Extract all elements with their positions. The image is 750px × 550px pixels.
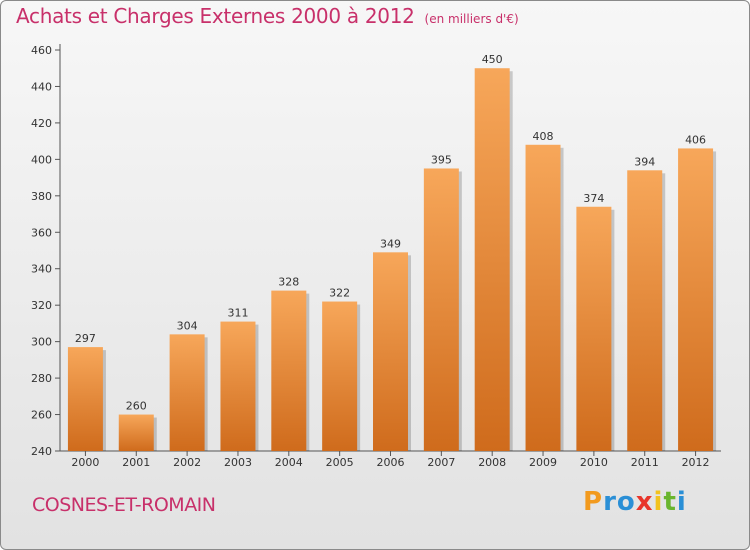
- bar-2006: [373, 252, 408, 451]
- y-tick-label: 460: [31, 44, 52, 57]
- logo-letter: o: [616, 487, 636, 517]
- logo-letter: t: [663, 487, 677, 517]
- x-tick-label: 2001: [122, 456, 150, 469]
- data-label: 395: [431, 153, 452, 166]
- x-tick-label: 2011: [631, 456, 659, 469]
- y-tick-label: 420: [31, 117, 52, 130]
- data-label: 406: [685, 133, 706, 146]
- x-tick-label: 2000: [71, 456, 99, 469]
- bar-2003: [220, 321, 256, 451]
- bar-2000: [67, 347, 103, 451]
- logo-letter: r: [603, 487, 617, 517]
- bar-2004: [271, 290, 307, 451]
- y-tick-label: 400: [31, 153, 52, 166]
- data-label: 311: [227, 307, 248, 320]
- x-tick-label: 2002: [173, 456, 201, 469]
- x-tick-label: 2008: [478, 456, 506, 469]
- bar-2007: [423, 168, 459, 451]
- bar-2011: [627, 170, 663, 452]
- x-tick-label: 2005: [326, 456, 354, 469]
- bar-2005: [322, 301, 358, 451]
- x-tick-label: 2004: [275, 456, 303, 469]
- x-tick-label: 2010: [580, 456, 608, 469]
- data-label: 304: [177, 319, 198, 332]
- bar-2008: [474, 68, 510, 452]
- x-tick-label: 2007: [427, 456, 455, 469]
- logo-letter: i: [676, 487, 687, 517]
- y-tick-label: 340: [31, 263, 52, 276]
- data-label: 394: [634, 155, 655, 168]
- data-label: 322: [329, 287, 350, 300]
- x-tick-label: 2012: [682, 456, 710, 469]
- y-tick-label: 240: [31, 445, 52, 458]
- plot-area: 240 260 280 300 320 340 360 380 400 420 440 460 297 2…: [31, 44, 721, 469]
- y-tick-label: 320: [31, 299, 52, 312]
- x-tick-label: 2009: [529, 456, 557, 469]
- data-label: 328: [278, 276, 299, 289]
- x-tick-label: 2006: [377, 456, 405, 469]
- bar-2009: [525, 144, 561, 452]
- data-label: 374: [583, 192, 604, 205]
- logo-letter: P: [583, 487, 604, 517]
- unit-label: (en milliers d'€): [424, 12, 519, 26]
- y-tick-label: 260: [31, 409, 52, 422]
- y-tick-label: 380: [31, 190, 52, 203]
- y-tick-label: 280: [31, 372, 52, 385]
- data-label: 450: [482, 53, 503, 66]
- data-label: 349: [380, 237, 401, 250]
- logo-letter: i: [653, 487, 664, 517]
- bar-2010: [576, 206, 612, 451]
- bar-2002: [169, 334, 205, 451]
- x-tick-label: 2003: [224, 456, 252, 469]
- data-label: 297: [75, 332, 96, 345]
- proxiti-logo: Proxiti: [583, 487, 687, 517]
- y-tick-label: 360: [31, 226, 52, 239]
- logo-letter: x: [635, 487, 654, 517]
- y-tick-label: 440: [31, 80, 52, 93]
- data-label: 408: [533, 130, 554, 143]
- commune-name: COSNES-ET-ROMAIN: [32, 494, 216, 516]
- chart-header: Achats et Charges Externes 2000 à 2012 (e…: [16, 4, 519, 28]
- data-label: 260: [126, 400, 147, 413]
- bar-2001: [118, 414, 154, 451]
- y-tick-label: 300: [31, 336, 52, 349]
- bar-2012: [678, 148, 714, 451]
- chart-title: Achats et Charges Externes 2000 à 2012: [16, 4, 415, 28]
